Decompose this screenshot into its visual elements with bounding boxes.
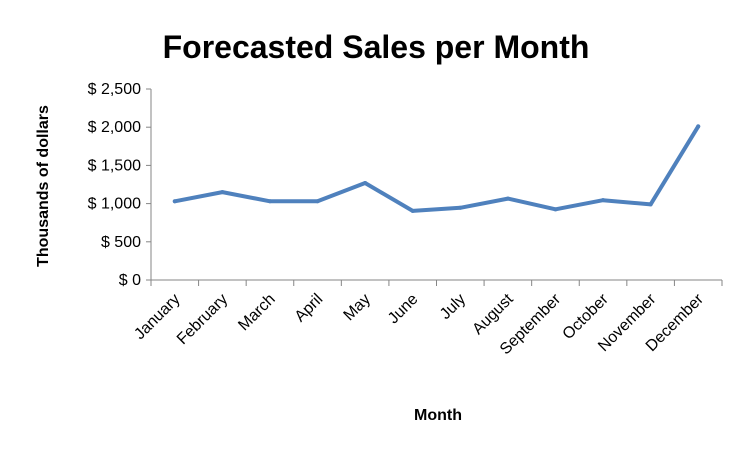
data-point: [315, 199, 320, 204]
data-point: [172, 199, 177, 204]
y-tick-label: $ 0: [119, 272, 141, 289]
data-point: [410, 208, 415, 213]
y-tick-label: $ 1,000: [88, 196, 141, 213]
data-point: [363, 180, 368, 185]
data-point: [505, 196, 510, 201]
x-tick-label: May: [341, 291, 374, 324]
series-line: [172, 124, 701, 213]
x-axis-label: Month: [414, 407, 462, 424]
data-point: [267, 199, 272, 204]
x-tick-label: March: [235, 291, 278, 334]
chart-title: Forecasted Sales per Month: [163, 29, 590, 65]
data-point: [458, 205, 463, 210]
x-tick-label: June: [385, 291, 422, 328]
y-tick-label: $ 500: [101, 234, 141, 251]
data-point: [220, 190, 225, 195]
x-tick-label: July: [437, 291, 469, 323]
data-point: [601, 198, 606, 203]
data-point: [553, 207, 558, 212]
y-tick-label: $ 2,000: [88, 119, 141, 136]
y-tick-label: $ 2,500: [88, 81, 141, 98]
y-axis-label: Thousands of dollars: [35, 105, 52, 267]
y-tick-label: $ 1,500: [88, 157, 141, 174]
x-tick-label: August: [469, 290, 517, 338]
y-axis: $ 0 $ 500 $ 1,000 $ 1,500 $ 2,000 $ 2,500: [88, 81, 152, 289]
x-tick-label: February: [174, 291, 231, 348]
data-point: [648, 202, 653, 207]
data-point: [696, 124, 701, 129]
series-layer: [172, 124, 701, 213]
x-tick-label: April: [292, 291, 327, 326]
